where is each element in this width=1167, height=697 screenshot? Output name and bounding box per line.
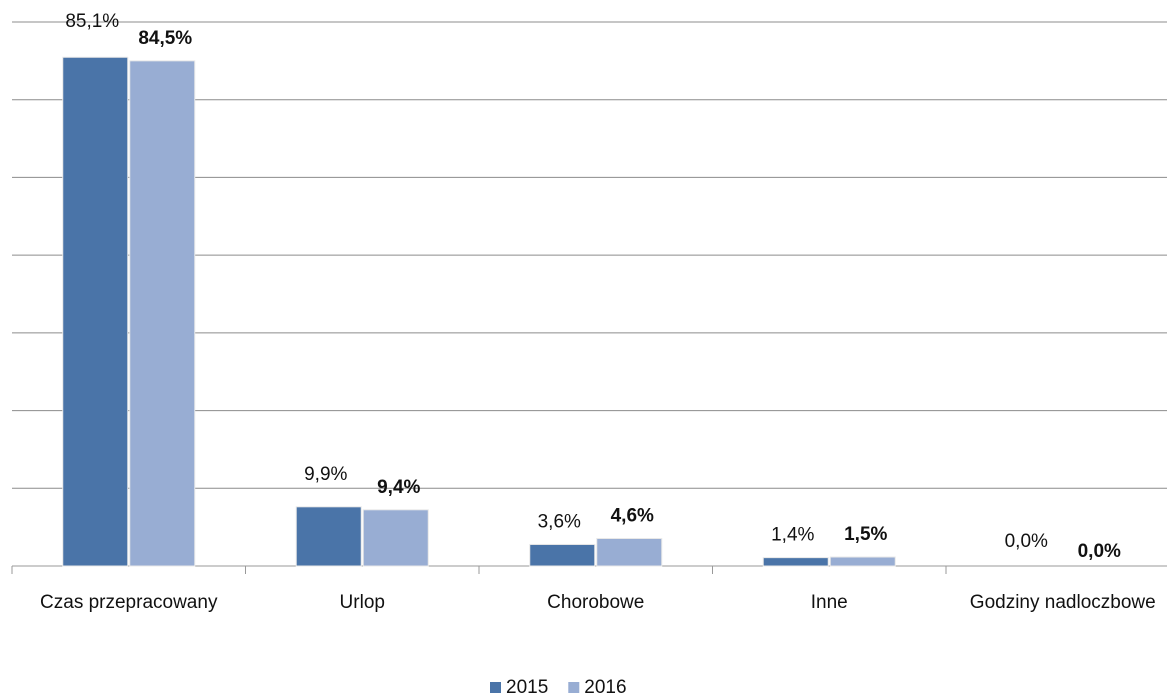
legend-label: 2015: [506, 677, 548, 697]
bar: [129, 60, 196, 567]
x-tick-label: Inne: [811, 592, 848, 613]
data-label: 84,5%: [138, 28, 192, 49]
bar: [295, 506, 362, 567]
x-tick-label: Godziny nadloczbowe: [970, 592, 1156, 613]
bar: [62, 56, 129, 567]
bar: [596, 538, 663, 567]
data-label: 0,0%: [1078, 541, 1121, 562]
data-label: 1,5%: [844, 524, 887, 545]
data-label: 85,1%: [65, 11, 119, 32]
data-label: 0,0%: [1005, 531, 1048, 552]
bar: [362, 509, 429, 567]
legend-swatch: [568, 682, 580, 693]
data-label: 4,6%: [611, 506, 654, 527]
bar: [529, 543, 596, 567]
bar: [762, 557, 829, 567]
x-tick-label: Chorobowe: [547, 592, 644, 613]
legend-swatch: [490, 682, 501, 693]
x-tick-label: Urlop: [340, 592, 385, 613]
legend-label: 2016: [584, 677, 626, 697]
data-label: 3,6%: [538, 511, 581, 532]
data-label: 1,4%: [771, 525, 814, 546]
data-label: 9,4%: [377, 477, 420, 498]
data-label: 9,9%: [304, 464, 347, 485]
x-tick-label: Czas przepracowany: [40, 592, 218, 613]
bar: [829, 556, 896, 567]
